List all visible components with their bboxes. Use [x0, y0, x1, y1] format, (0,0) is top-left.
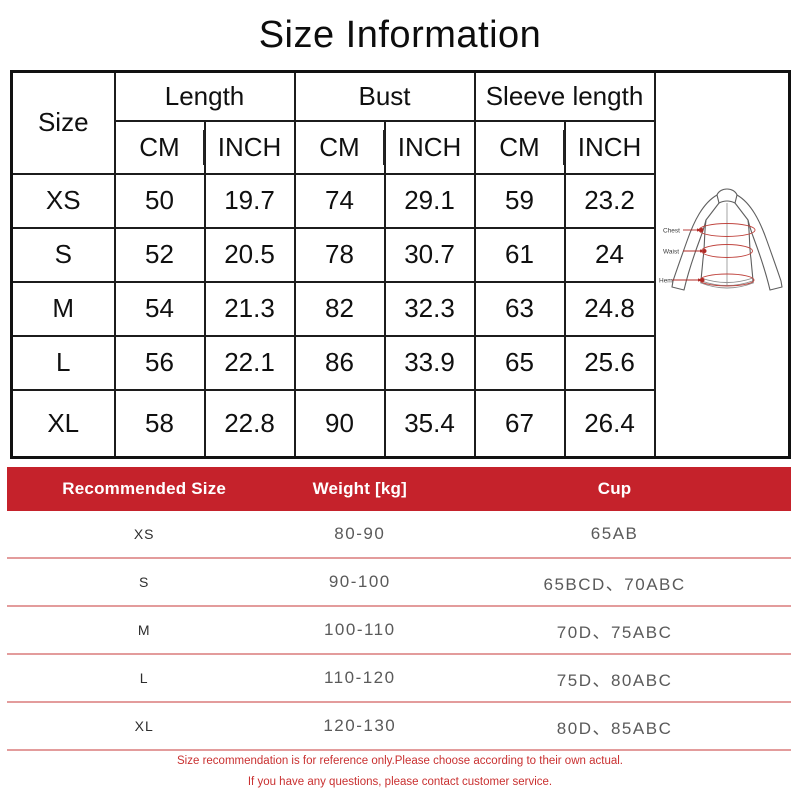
bust-cm-header: CM	[293, 119, 386, 175]
recommended-size-header: Recommended Size	[62, 479, 227, 498]
weight-header: Weight [kg]	[312, 479, 407, 498]
row-size: S	[139, 574, 150, 590]
table-cell: 78	[293, 226, 386, 283]
page-title: Size Information	[258, 14, 542, 56]
row-weight: 100-110	[323, 620, 396, 639]
row-weight: 120-130	[323, 716, 397, 735]
recommended-row-l: L 110-120 75D、80ABC	[7, 655, 791, 703]
table-cell: 74	[293, 172, 386, 229]
table-cell: 19.7	[203, 172, 296, 229]
footer-notes: Size recommendation is for reference onl…	[0, 751, 800, 793]
recommended-row-xs: XS 80-90 65AB	[7, 511, 791, 559]
row-weight: 90-100	[328, 572, 391, 591]
row-weight: 110-120	[323, 668, 396, 687]
row-label: XS	[10, 172, 116, 229]
table-cell: 22.8	[203, 389, 296, 459]
table-cell: 30.7	[383, 226, 476, 283]
length-inch-header: INCH	[203, 119, 296, 175]
note-line-1: Size recommendation is for reference onl…	[177, 755, 623, 767]
recommended-row-s: S 90-100 65BCD、70ABC	[7, 559, 791, 607]
sleeve-inch-header: INCH	[563, 119, 656, 175]
recommended-table-header: Recommended Size Weight [kg] Cup	[7, 467, 791, 511]
row-weight: 80-90	[334, 524, 386, 543]
jersey-diagram-cell: Chest Waist Hem	[653, 70, 791, 459]
table-cell: 23.2	[563, 172, 656, 229]
size-row-l: L 56 22.1 86 33.9 65 25.6	[10, 334, 790, 392]
table-cell: 20.5	[203, 226, 296, 283]
row-size: M	[137, 622, 151, 638]
length-cm-header: CM	[113, 119, 206, 175]
row-label: M	[10, 280, 116, 337]
header-text: CM	[499, 131, 540, 162]
sleeve-cm-header: CM	[473, 119, 566, 175]
row-label: S	[10, 226, 116, 283]
table-cell: 82	[293, 280, 386, 337]
size-row-s: S 52 20.5 78 30.7 61 24	[10, 226, 790, 283]
row-cup: 75D、80ABC	[556, 670, 673, 690]
recommended-size-table: Recommended Size Weight [kg] Cup XS 80-9…	[7, 467, 791, 751]
table-cell: 26.4	[563, 389, 656, 459]
size-corner-header: Size	[10, 70, 116, 175]
table-cell: 32.3	[383, 280, 476, 337]
note-line-2: If you have any questions, please contac…	[247, 776, 553, 788]
sleeve-length-group-header: Sleeve length	[473, 70, 656, 122]
recommended-row-xl: XL 120-130 80D、85ABC	[7, 703, 791, 751]
table-cell: 54	[113, 280, 206, 337]
bust-group-header: Bust	[293, 70, 476, 122]
table-cell: 58	[113, 389, 206, 459]
table-cell: 21.3	[203, 280, 296, 337]
table-cell: 50	[113, 172, 206, 229]
size-measurements-table: Size Length Bust Sleeve length	[10, 70, 791, 459]
row-cup: 65BCD、70ABC	[543, 574, 686, 594]
table-cell: 67	[473, 389, 566, 459]
row-size: XS	[133, 526, 155, 542]
table-cell: 25.6	[563, 334, 656, 392]
table-cell: 65	[473, 334, 566, 392]
size-row-xl: XL 58 22.8 90 35.4 67 26.4	[10, 389, 790, 459]
size-row-m: M 54 21.3 82 32.3 63 24.8	[10, 280, 790, 337]
size-row-xs: XS 50 19.7 74 29.1 59 23.2	[10, 172, 790, 229]
hem-label: Hem	[659, 277, 673, 284]
row-label: XL	[10, 389, 116, 459]
table-cell: 86	[293, 334, 386, 392]
recommended-row-m: M 100-110 70D、75ABC	[7, 607, 791, 655]
row-cup: 65AB	[590, 524, 639, 543]
chest-label: Chest	[663, 227, 680, 234]
table-cell: 22.1	[203, 334, 296, 392]
table-cell: 61	[473, 226, 566, 283]
table-cell: 35.4	[383, 389, 476, 459]
row-size: L	[139, 670, 149, 686]
bust-inch-header: INCH	[383, 119, 476, 175]
row-size: XL	[134, 718, 154, 734]
table-cell: 29.1	[383, 172, 476, 229]
table-cell: 52	[113, 226, 206, 283]
table-cell: 63	[473, 280, 566, 337]
table-cell: 33.9	[383, 334, 476, 392]
cup-header: Cup	[597, 479, 632, 498]
row-cup: 70D、75ABC	[556, 622, 673, 642]
table-cell: 24.8	[563, 280, 656, 337]
length-group-header: Length	[113, 70, 296, 122]
waist-label: Waist	[663, 248, 679, 255]
table-cell: 56	[113, 334, 206, 392]
table-cell: 90	[293, 389, 386, 459]
row-label: L	[10, 334, 116, 392]
table-cell: 59	[473, 172, 566, 229]
jersey-measurement-diagram: Chest Waist Hem	[656, 73, 789, 456]
table-cell: 24	[563, 226, 656, 283]
header-text: CM	[319, 131, 360, 162]
header-text: CM	[139, 131, 180, 162]
row-cup: 80D、85ABC	[556, 718, 673, 738]
